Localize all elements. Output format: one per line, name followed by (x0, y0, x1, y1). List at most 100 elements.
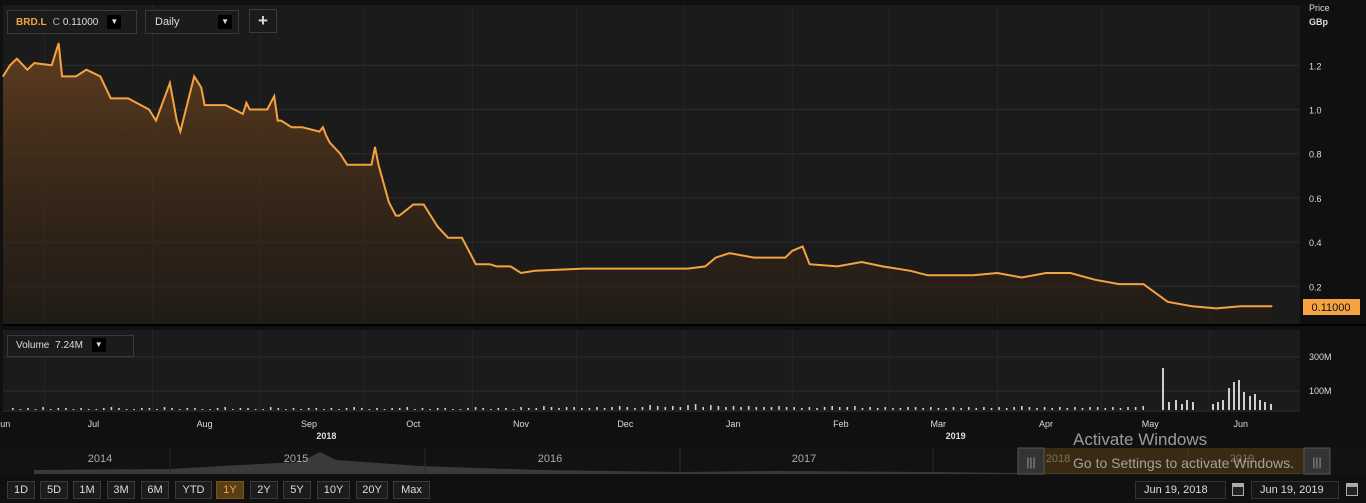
range-button-5d[interactable]: 5D (40, 481, 68, 499)
volume-tick-label: 300M (1309, 352, 1332, 362)
month-tick-label: Jan (726, 419, 741, 429)
month-tick-label: Apr (1039, 419, 1053, 429)
volume-bar (611, 407, 613, 410)
volume-bar (535, 408, 538, 410)
volume-bar (596, 407, 598, 410)
price-tick-label: 0.8 (1309, 150, 1322, 160)
volume-bar (1249, 396, 1251, 410)
volume-bar (406, 407, 409, 410)
range-button-ytd[interactable]: YTD (175, 481, 212, 499)
price-point (475, 263, 477, 265)
price-point (16, 58, 18, 60)
range-button-3m[interactable]: 3M (107, 481, 135, 499)
volume-bar (975, 408, 978, 410)
price-point (9, 64, 11, 66)
price-point (249, 108, 251, 111)
volume-bar (421, 408, 424, 410)
volume-bar (527, 408, 530, 410)
volume-bar (937, 408, 940, 410)
volume-bar (732, 406, 735, 410)
volume-bar (216, 408, 219, 410)
volume-bar (42, 407, 44, 410)
navigator-left-handle[interactable] (1017, 447, 1045, 475)
volume-bar (1168, 402, 1170, 410)
volume-bar (998, 407, 1000, 410)
interval-selector[interactable]: Daily ▼ (145, 10, 239, 34)
price-point (461, 237, 463, 239)
date-to-field[interactable]: Jun 19, 2019 (1251, 481, 1339, 499)
price-point (398, 215, 400, 217)
chevron-down-icon[interactable]: ▼ (107, 15, 122, 30)
volume-bar (725, 407, 727, 410)
chevron-down-icon[interactable]: ▼ (91, 338, 106, 353)
volume-bar (1134, 407, 1137, 410)
price-series-line (2, 42, 1272, 310)
volume-bar (186, 408, 189, 410)
volume-selector[interactable]: Volume 7.24M ▼ (7, 335, 134, 357)
range-button-2y[interactable]: 2Y (250, 481, 278, 499)
price-point (687, 268, 689, 270)
price-point (350, 164, 352, 166)
volume-bar (12, 408, 14, 410)
symbol-selector[interactable]: BRD.L C 0.11000 ▼ (7, 10, 137, 34)
volume-bar (778, 406, 780, 410)
calendar-icon[interactable] (1346, 483, 1358, 496)
volume-bar (49, 409, 52, 410)
price-point (193, 75, 195, 77)
price-point (200, 86, 202, 88)
calendar-icon[interactable] (1232, 483, 1244, 496)
price-point (909, 270, 912, 272)
range-button-1m[interactable]: 1M (73, 481, 101, 499)
volume-bar (1212, 404, 1214, 410)
navigator-selection[interactable] (1018, 448, 1330, 474)
price-point (496, 265, 498, 267)
volume-bar (626, 407, 629, 410)
price-point (277, 120, 279, 122)
volume-bar (315, 408, 318, 410)
volume-bar (414, 409, 416, 410)
price-point (339, 153, 341, 155)
price-point (791, 250, 793, 252)
volume-bar (103, 408, 105, 410)
volume-plot-area[interactable] (3, 330, 1300, 410)
price-point (836, 265, 839, 267)
volume-bar (884, 407, 887, 410)
volume-bar (452, 409, 454, 410)
range-button-10y[interactable]: 10Y (317, 481, 350, 499)
volume-bar (307, 408, 310, 410)
price-axis-title: Price (1309, 3, 1330, 13)
price-point (325, 135, 327, 137)
volume-bar (247, 408, 249, 410)
navigator-silhouette (34, 452, 1300, 474)
range-button-1y[interactable]: 1Y (216, 481, 244, 499)
chevron-down-icon[interactable]: ▼ (218, 15, 233, 30)
volume-bar (110, 407, 113, 410)
range-button-5y[interactable]: 5Y (283, 481, 311, 499)
price-point (99, 75, 101, 77)
date-from-value: Jun 19, 2018 (1144, 484, 1208, 496)
price-point (809, 263, 811, 265)
volume-bar (1104, 408, 1107, 410)
volume-bar (512, 409, 515, 410)
navigator-year-label: 2015 (284, 453, 308, 465)
volume-bar (429, 409, 431, 410)
close-value: 0.11000 (62, 17, 99, 28)
volume-bar (967, 407, 970, 410)
range-button-1d[interactable]: 1D (7, 481, 35, 499)
volume-label: Volume (16, 340, 50, 351)
volume-bar (930, 407, 932, 410)
price-point (273, 95, 275, 97)
add-indicator-button[interactable]: + (249, 9, 277, 33)
last-price-label: 0.11000 (1312, 302, 1351, 314)
range-button-20y[interactable]: 20Y (356, 481, 388, 499)
price-point (58, 42, 60, 44)
range-button-max[interactable]: Max (393, 481, 430, 499)
navigator-right-handle[interactable] (1303, 447, 1331, 475)
month-tick-label: Jun (1233, 419, 1248, 429)
price-point (110, 97, 112, 99)
range-button-6m[interactable]: 6M (141, 481, 169, 499)
price-point (179, 131, 181, 133)
volume-bar (300, 409, 302, 410)
date-from-field[interactable]: Jun 19, 2018 (1135, 481, 1226, 499)
price-point (301, 126, 303, 128)
